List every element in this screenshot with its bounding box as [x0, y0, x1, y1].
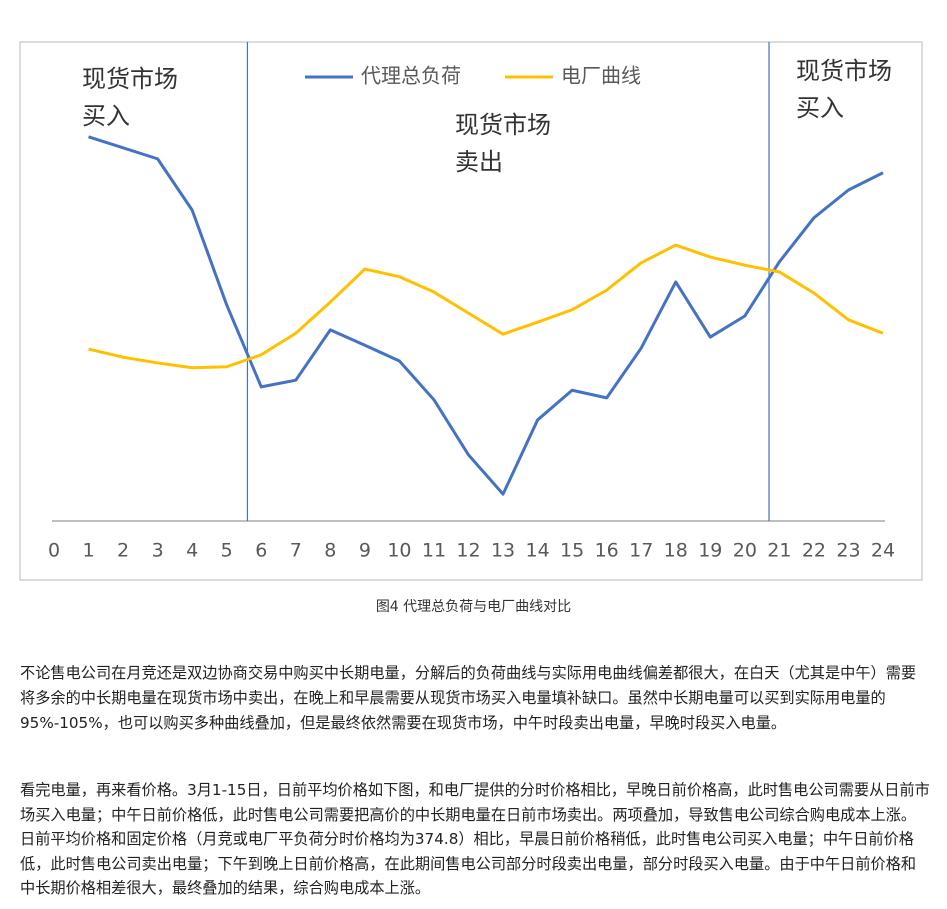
x-tick-label: 3	[152, 540, 164, 562]
x-tick-label: 5	[221, 540, 233, 562]
x-tick-label: 0	[48, 540, 60, 562]
x-tick-label: 23	[836, 540, 860, 562]
legend-label: 电厂曲线	[561, 64, 641, 88]
x-tick-label: 19	[698, 540, 722, 562]
x-tick-label: 8	[324, 540, 336, 562]
annotation: 现货市场	[455, 111, 551, 139]
x-tick-label: 15	[560, 540, 584, 562]
annotation: 买入	[796, 94, 844, 122]
x-tick-label: 7	[290, 540, 302, 562]
x-tick-label: 2	[117, 540, 129, 562]
chart-frame	[19, 41, 923, 581]
x-tick-label: 24	[871, 540, 895, 562]
x-tick-label: 13	[491, 540, 515, 562]
x-tick-label: 20	[733, 540, 757, 562]
x-tick-label: 18	[664, 540, 688, 562]
x-tick-label: 9	[359, 540, 371, 562]
x-tick-label: 4	[186, 540, 198, 562]
annotation: 买入	[82, 102, 130, 130]
x-tick-label: 22	[802, 540, 826, 562]
annotation: 现货市场	[796, 57, 892, 85]
x-tick-label: 21	[767, 540, 791, 562]
x-tick-label: 16	[595, 540, 619, 562]
x-tick-label: 11	[422, 540, 446, 562]
figure-caption: 图4 代理总负荷与电厂曲线对比	[375, 599, 572, 615]
series-line	[88, 135, 884, 496]
x-tick-label: 12	[456, 540, 480, 562]
series-line	[88, 243, 884, 370]
x-tick-label: 14	[525, 540, 549, 562]
x-tick-label: 17	[629, 540, 653, 562]
x-tick-label: 6	[255, 540, 267, 562]
paragraph: 不论售电公司在月竞还是双边协商交易中购买中长期电量，分解后的负荷曲线与实际用电曲…	[20, 664, 917, 732]
annotation: 卖出	[455, 148, 503, 176]
legend-label: 代理总负荷	[361, 64, 461, 88]
x-tick-label: 1	[82, 540, 94, 562]
paragraph: 看完电量，再来看价格。3月1-15日，日前平均价格如下图，和电厂提供的分时价格相…	[20, 781, 930, 897]
x-tick-label: 10	[387, 540, 411, 562]
annotation: 现货市场	[82, 65, 178, 93]
chart: 0 1 2 3 4 5 6 7 8 9 10 11 12 13 14 15 16 17 18 19 20 21 22 23 24…	[19, 41, 923, 581]
